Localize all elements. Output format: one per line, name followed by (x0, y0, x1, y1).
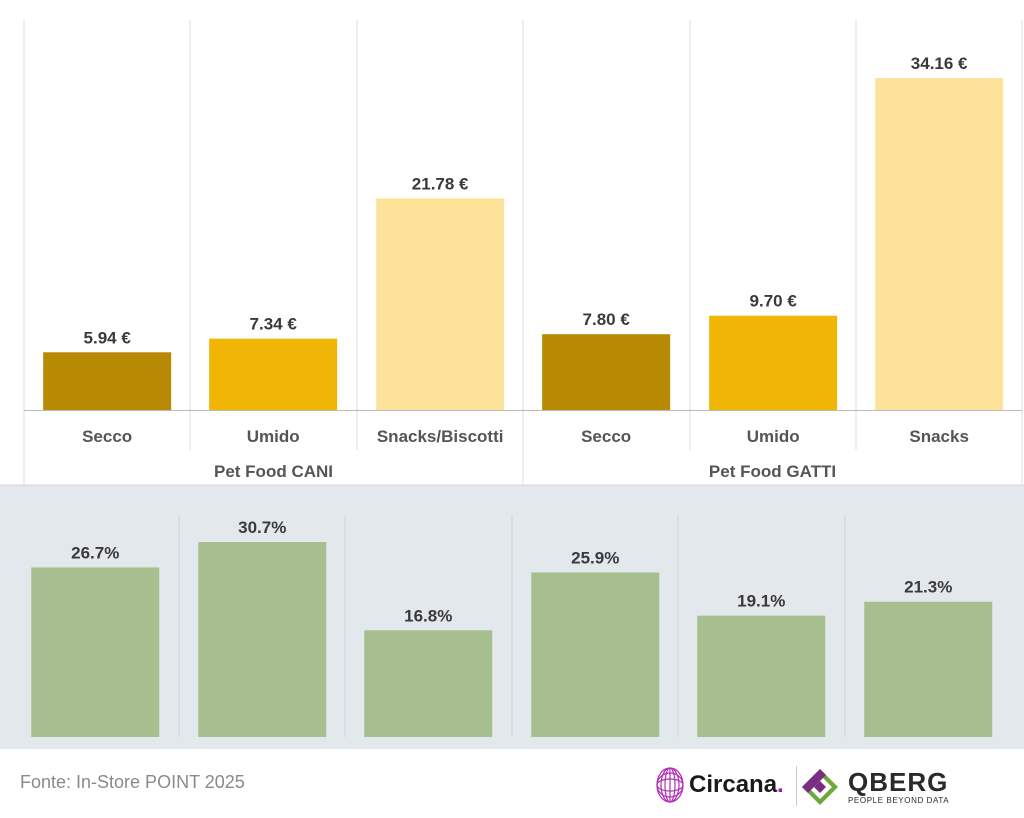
top-category-label: Snacks/Biscotti (377, 427, 504, 446)
top-bar-3 (376, 198, 505, 410)
logo-separator (796, 766, 797, 806)
top-chart-category-labels: Secco Umido Snacks/Biscotti Secco Umido Snack… (82, 427, 969, 446)
bottom-bar-5 (697, 615, 826, 737)
bottom-bar-1 (31, 567, 160, 737)
top-category-label: Snacks (909, 427, 969, 446)
qberg-logo: QBERG PEOPLE BEYOND DATA (800, 764, 949, 810)
bottom-value-label: 26.7% (71, 543, 119, 562)
bottom-bar-4 (531, 572, 660, 737)
top-value-label: 5.94 € (84, 328, 132, 347)
circana-wordmark: Circana. (689, 771, 784, 798)
bottom-bar-3 (364, 630, 493, 737)
top-category-label: Umido (747, 427, 800, 446)
circana-globe-icon (656, 767, 684, 803)
top-category-label: Umido (247, 427, 300, 446)
top-chart-value-labels: 5.94 € 7.34 € 21.78 € 7.80 € 9.70 € 34.16 € (84, 54, 969, 347)
top-category-label: Secco (82, 427, 132, 446)
bottom-chart-value-labels: 26.7% 30.7% 16.8% 25.9% 19.1% 21.3% (71, 518, 952, 625)
bottom-bar-2 (198, 542, 327, 737)
qberg-diamond-icon (802, 769, 838, 805)
circana-logo: Circana. (655, 762, 784, 808)
top-bar-2 (209, 338, 338, 410)
top-value-label: 21.78 € (412, 174, 469, 193)
top-value-label: 7.34 € (250, 315, 298, 334)
top-chart-bars (43, 78, 1004, 410)
bottom-chart-gridlines (178, 515, 846, 737)
bottom-value-label: 21.3% (904, 578, 952, 597)
qberg-wordmark: QBERG (848, 767, 949, 797)
top-panel-background (0, 0, 1024, 485)
bottom-value-label: 25.9% (571, 548, 619, 567)
top-bar-6 (875, 78, 1004, 410)
top-chart-gridlines (23, 20, 1023, 485)
bottom-bar-6 (864, 601, 993, 737)
bottom-chart-bars (31, 542, 993, 737)
top-value-label: 34.16 € (911, 54, 968, 73)
top-chart-group-labels: Pet Food CANI Pet Food GATTI (214, 462, 836, 481)
top-group-label: Pet Food CANI (214, 462, 333, 481)
bottom-value-label: 30.7% (238, 518, 286, 537)
top-bar-5 (709, 315, 838, 410)
top-value-label: 7.80 € (583, 310, 631, 329)
top-category-label: Secco (581, 427, 631, 446)
top-bar-1 (43, 352, 172, 410)
bottom-value-label: 19.1% (737, 592, 785, 611)
top-value-label: 9.70 € (750, 292, 798, 311)
bottom-value-label: 16.8% (404, 606, 452, 625)
qberg-tagline: PEOPLE BEYOND DATA (848, 796, 950, 805)
top-bar-4 (542, 334, 671, 410)
source-note: Fonte: In-Store POINT 2025 (20, 772, 245, 792)
top-group-label: Pet Food GATTI (709, 462, 836, 481)
